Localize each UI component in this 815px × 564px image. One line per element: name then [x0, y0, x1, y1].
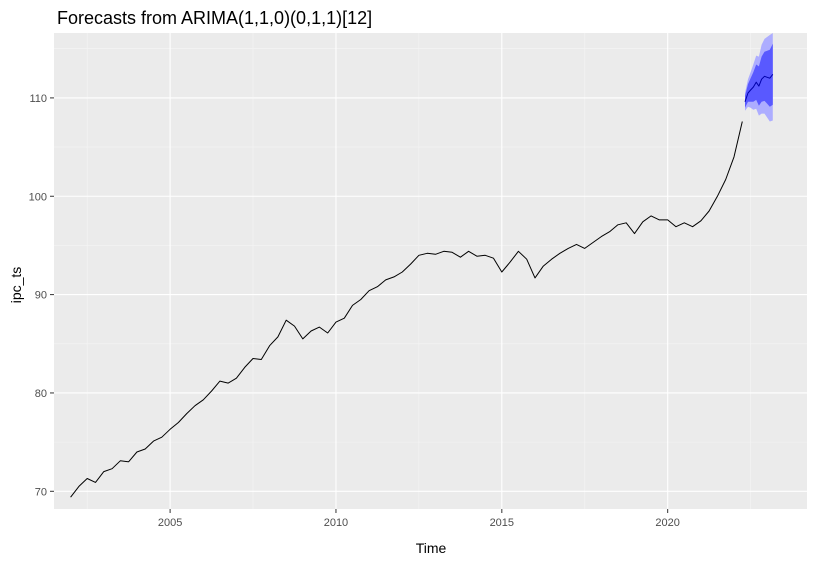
series-line-observed — [70, 121, 743, 498]
x-tick-label: 2005 — [158, 517, 182, 529]
y-tick-label: 90 — [35, 290, 47, 302]
y-tick-label: 100 — [29, 191, 47, 203]
y-tick-label: 80 — [35, 388, 47, 400]
y-tick-label: 110 — [29, 93, 47, 105]
x-tick-label: 2015 — [490, 517, 514, 529]
minor-gridlines — [54, 33, 807, 509]
x-tick-label: 2020 — [655, 517, 679, 529]
chart-title: Forecasts from ARIMA(1,1,0)(0,1,1)[12] — [57, 8, 372, 28]
y-axis-title: ipc_ts — [8, 267, 24, 304]
y-axis: 70 80 90 100 110 — [29, 93, 54, 498]
y-tick-label: 70 — [35, 486, 47, 498]
x-tick-label: 2010 — [324, 517, 348, 529]
x-axis: 2005 2010 2015 2020 — [158, 509, 680, 529]
x-axis-title: Time — [416, 540, 447, 556]
series-line-forecast — [744, 73, 774, 102]
pi80-band — [745, 43, 773, 108]
prediction-intervals — [745, 33, 773, 122]
plot-panel — [54, 33, 807, 509]
series-lines — [70, 73, 774, 498]
major-gridlines — [54, 33, 807, 509]
